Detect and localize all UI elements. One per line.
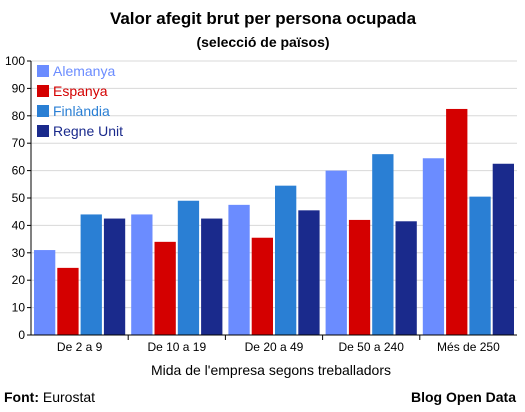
y-tick-label: 60 (12, 164, 26, 178)
bar (201, 218, 223, 335)
chart-title: Valor afegit brut per persona ocupada (110, 9, 417, 28)
bar (228, 204, 250, 335)
bar (57, 267, 79, 335)
y-tick-label: 40 (12, 218, 26, 232)
y-tick-label: 10 (12, 301, 26, 315)
x-tick-label: Més de 250 (437, 340, 500, 354)
y-tick-label: 80 (12, 109, 26, 123)
x-tick-label: De 2 a 9 (57, 340, 103, 354)
y-tick-label: 20 (12, 273, 26, 287)
bar (298, 210, 320, 335)
y-tick-label: 0 (18, 328, 25, 342)
bar (348, 219, 371, 335)
credit-text: Blog Open Data (410, 389, 516, 405)
legend-swatch (37, 105, 49, 117)
y-tick-label: 70 (12, 136, 26, 150)
bar (395, 221, 417, 335)
bar (422, 158, 445, 335)
bar-group (34, 108, 514, 335)
x-axis-label: Mida de l'empresa segons treballadors (151, 362, 391, 378)
source-note: Font: Eurostat (4, 389, 95, 405)
y-tick-label: 90 (12, 81, 26, 95)
bar (469, 196, 491, 335)
y-tick-label: 30 (12, 246, 26, 260)
source-value: Eurostat (42, 389, 96, 405)
legend-entry: Alemanya (53, 63, 115, 79)
bar (492, 163, 514, 335)
x-tick-label: De 50 a 240 (339, 340, 405, 354)
legend-entry: Finlàndia (53, 103, 110, 119)
bar (80, 214, 102, 335)
x-tick-labels: De 2 a 9 De 10 a 19 De 20 a 49 De 50 a 240 M… (57, 340, 500, 354)
y-tick-label: 50 (12, 191, 26, 205)
y-tick-labels: 0 10 20 30 40 50 60 70 80 90 100 (5, 54, 25, 342)
chart-subtitle: (selecció de països) (196, 34, 329, 50)
bar (275, 185, 297, 335)
bar (372, 154, 394, 335)
bar (131, 214, 153, 335)
legend-swatch (37, 65, 49, 77)
bar (154, 241, 176, 335)
axes (27, 60, 517, 340)
bar (325, 170, 347, 335)
bar (251, 237, 273, 335)
bar (103, 218, 126, 335)
bar (34, 250, 56, 335)
legend-swatch (37, 85, 49, 97)
source-label: Font: (4, 389, 39, 405)
legend-entry: Espanya (53, 83, 108, 99)
bar (177, 200, 200, 335)
legend-entry: Regne Unit (53, 123, 123, 139)
legend-swatch (37, 125, 49, 137)
y-tick-label: 100 (5, 54, 25, 68)
x-tick-label: De 20 a 49 (245, 340, 304, 354)
legend: Alemanya Espanya Finlàndia Regne Unit (37, 63, 123, 139)
bar (446, 108, 468, 335)
x-tick-label: De 10 a 19 (147, 340, 206, 354)
